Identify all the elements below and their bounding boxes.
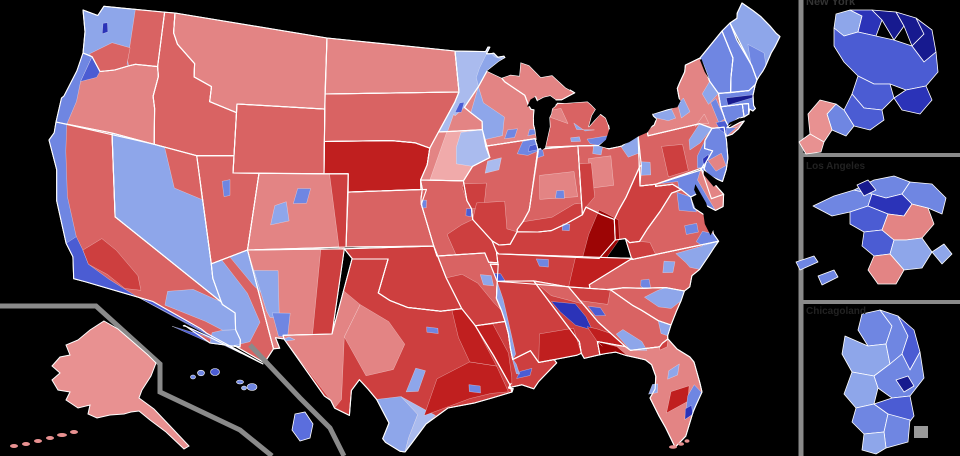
svg-text:Los Angeles: Los Angeles xyxy=(806,161,866,172)
svg-text:Chicagoland: Chicagoland xyxy=(806,306,866,317)
svg-text:New York: New York xyxy=(806,0,856,8)
